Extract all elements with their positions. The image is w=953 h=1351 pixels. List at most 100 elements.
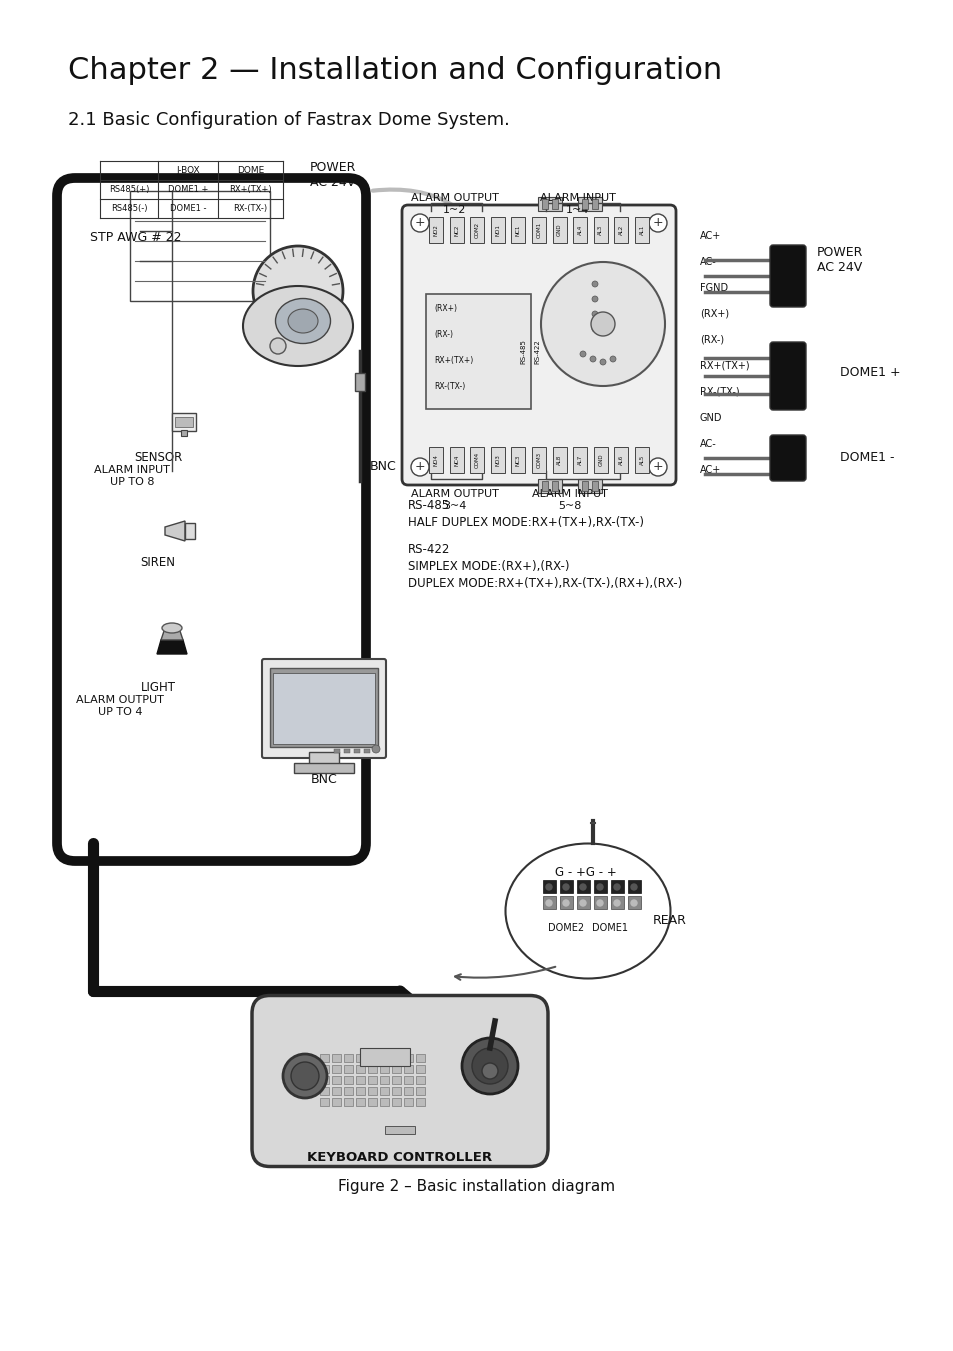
Bar <box>614 447 628 473</box>
Polygon shape <box>157 640 187 654</box>
Text: DOME1: DOME1 <box>592 923 627 934</box>
Bar <box>359 1048 410 1066</box>
Bar <box>355 1098 365 1106</box>
Text: GND: GND <box>700 413 721 423</box>
Circle shape <box>545 900 552 907</box>
Bar <box>541 199 547 209</box>
Text: RX-(TX-): RX-(TX-) <box>700 386 739 397</box>
Text: AL1: AL1 <box>639 224 644 235</box>
Bar <box>429 447 442 473</box>
Text: HALF DUPLEX MODE:RX+(TX+),RX-(TX-): HALF DUPLEX MODE:RX+(TX+),RX-(TX-) <box>408 516 643 530</box>
Circle shape <box>372 744 379 753</box>
Circle shape <box>592 311 598 317</box>
FancyBboxPatch shape <box>769 435 805 481</box>
Bar <box>355 1088 365 1096</box>
Text: RX-(TX-): RX-(TX-) <box>233 204 267 213</box>
Bar <box>537 480 561 493</box>
Circle shape <box>253 246 343 336</box>
Circle shape <box>648 213 666 232</box>
Bar <box>627 896 640 909</box>
Circle shape <box>291 1062 318 1090</box>
Ellipse shape <box>243 286 353 366</box>
Bar <box>334 748 339 753</box>
Bar <box>332 1065 340 1073</box>
Circle shape <box>592 296 598 303</box>
FancyBboxPatch shape <box>252 996 547 1166</box>
Bar <box>332 1075 340 1084</box>
Bar <box>426 295 531 409</box>
FancyBboxPatch shape <box>262 659 386 758</box>
Text: +: + <box>652 216 662 230</box>
Text: (RX-): (RX-) <box>434 330 453 339</box>
Text: Figure 2 – Basic installation diagram: Figure 2 – Basic installation diagram <box>338 1179 615 1194</box>
Bar <box>385 1125 415 1133</box>
Bar <box>319 1054 329 1062</box>
Text: RX+(TX+): RX+(TX+) <box>434 355 473 365</box>
Text: 2.1 Basic Configuration of Fastrax Dome System.: 2.1 Basic Configuration of Fastrax Dome … <box>68 111 509 128</box>
Text: NC3: NC3 <box>516 454 520 466</box>
Text: POWER
AC 24V: POWER AC 24V <box>816 246 862 274</box>
Bar <box>416 1075 424 1084</box>
Text: RS485(-): RS485(-) <box>111 204 147 213</box>
Circle shape <box>579 884 585 890</box>
Bar <box>592 481 598 490</box>
Bar <box>344 1065 353 1073</box>
Text: NO4: NO4 <box>433 454 438 466</box>
Bar <box>368 1098 376 1106</box>
Circle shape <box>599 359 605 365</box>
Bar <box>552 218 566 243</box>
Bar <box>577 896 589 909</box>
Bar <box>344 1054 353 1062</box>
Bar <box>403 1088 413 1096</box>
Bar <box>319 1075 329 1084</box>
Text: KEYBOARD CONTROLLER: KEYBOARD CONTROLLER <box>307 1151 492 1165</box>
Circle shape <box>579 900 585 907</box>
Bar <box>364 748 370 753</box>
Bar <box>181 430 187 436</box>
Bar <box>552 481 558 490</box>
Text: AL7: AL7 <box>578 455 582 465</box>
Text: COM1: COM1 <box>536 222 541 238</box>
Bar <box>309 753 338 766</box>
Circle shape <box>411 213 429 232</box>
Bar <box>532 447 545 473</box>
Text: AC-: AC- <box>700 439 716 449</box>
Bar <box>511 447 525 473</box>
Bar <box>541 481 547 490</box>
Bar <box>416 1065 424 1073</box>
Text: STP AWG # 22: STP AWG # 22 <box>90 231 181 245</box>
Text: SIREN: SIREN <box>140 557 175 569</box>
Bar <box>490 447 504 473</box>
FancyBboxPatch shape <box>769 342 805 409</box>
Text: LIGHT: LIGHT <box>140 681 175 694</box>
Text: GND: GND <box>557 224 561 236</box>
Text: ALARM OUTPUT
UP TO 4: ALARM OUTPUT UP TO 4 <box>76 694 164 716</box>
Bar <box>532 218 545 243</box>
Bar <box>559 896 573 909</box>
Bar <box>354 748 359 753</box>
Bar <box>470 447 484 473</box>
Text: COM2: COM2 <box>475 222 479 238</box>
Text: NC4: NC4 <box>454 454 458 466</box>
Ellipse shape <box>288 309 317 332</box>
Bar <box>355 373 365 390</box>
Bar <box>319 1065 329 1073</box>
Bar <box>581 481 587 490</box>
Text: +: + <box>415 461 425 473</box>
Bar <box>392 1065 400 1073</box>
Bar <box>392 1088 400 1096</box>
Circle shape <box>609 357 616 362</box>
Bar <box>542 896 556 909</box>
Text: AC-: AC- <box>700 257 716 267</box>
Polygon shape <box>161 628 183 640</box>
Bar <box>368 1065 376 1073</box>
Text: NC2: NC2 <box>454 224 458 235</box>
Bar <box>368 1054 376 1062</box>
Text: AC+: AC+ <box>700 465 720 476</box>
Text: RS-422: RS-422 <box>534 339 539 363</box>
Bar <box>392 1098 400 1106</box>
Bar <box>594 880 606 893</box>
Bar <box>635 447 648 473</box>
Bar <box>449 447 463 473</box>
Bar <box>403 1098 413 1106</box>
